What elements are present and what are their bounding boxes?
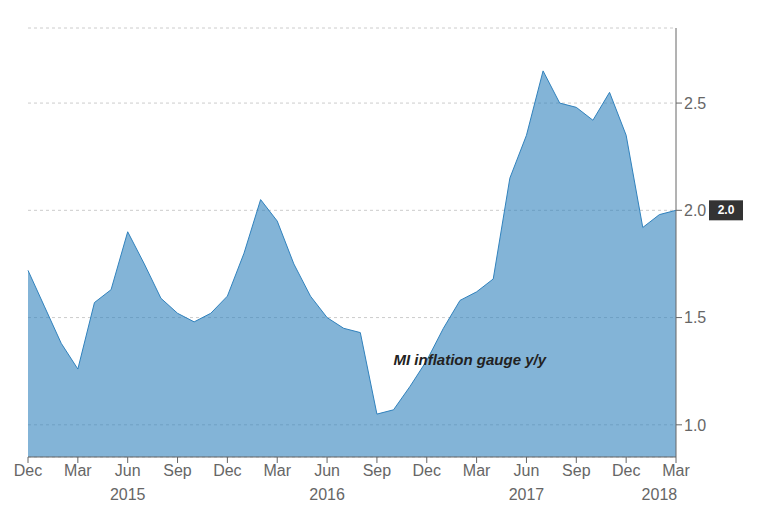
svg-text:1.0: 1.0 — [684, 417, 706, 434]
svg-text:Dec: Dec — [612, 462, 640, 479]
svg-text:2.5: 2.5 — [684, 95, 706, 112]
svg-text:MI inflation gauge y/y: MI inflation gauge y/y — [394, 351, 547, 368]
svg-text:Mar: Mar — [662, 462, 690, 479]
svg-text:Mar: Mar — [463, 462, 491, 479]
svg-text:Sep: Sep — [163, 462, 192, 479]
svg-text:Mar: Mar — [64, 462, 92, 479]
svg-text:Dec: Dec — [213, 462, 241, 479]
svg-text:Dec: Dec — [14, 462, 42, 479]
svg-text:Jun: Jun — [314, 462, 340, 479]
svg-text:2.0: 2.0 — [718, 203, 735, 217]
svg-text:2018: 2018 — [642, 486, 678, 503]
svg-text:Jun: Jun — [514, 462, 540, 479]
svg-text:2016: 2016 — [309, 486, 345, 503]
svg-text:Sep: Sep — [562, 462, 591, 479]
svg-text:1.5: 1.5 — [684, 309, 706, 326]
svg-text:Mar: Mar — [263, 462, 291, 479]
svg-text:Jun: Jun — [115, 462, 141, 479]
svg-text:Dec: Dec — [413, 462, 441, 479]
svg-text:2.0: 2.0 — [684, 202, 706, 219]
svg-text:2015: 2015 — [110, 486, 146, 503]
svg-text:2017: 2017 — [509, 486, 545, 503]
svg-text:Sep: Sep — [363, 462, 392, 479]
